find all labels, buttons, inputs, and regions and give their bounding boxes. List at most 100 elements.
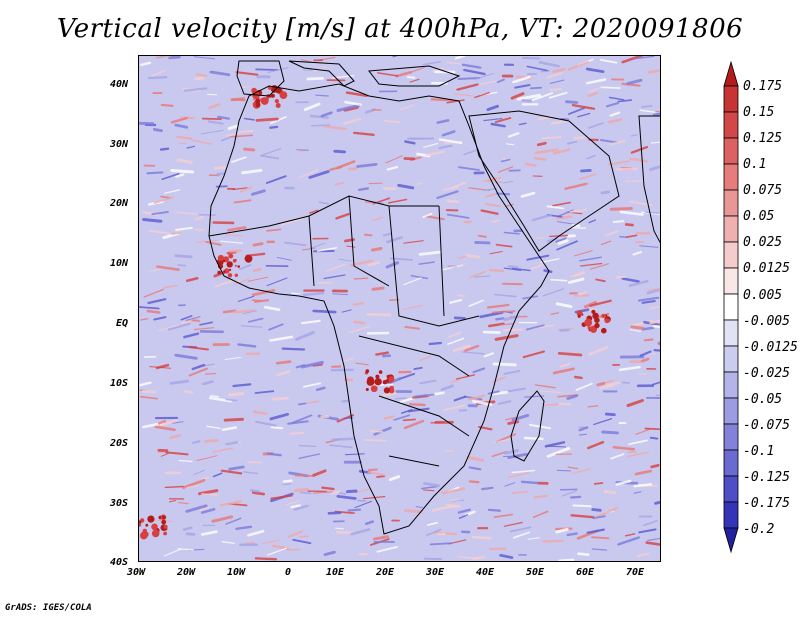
vertical-velocity-field — [139, 56, 660, 561]
field-streak — [456, 556, 479, 560]
field-streak — [291, 292, 301, 295]
field-streak — [200, 530, 218, 536]
field-streak — [567, 466, 579, 470]
field-streak — [615, 275, 626, 279]
field-streak — [281, 218, 303, 226]
field-streak — [531, 92, 554, 101]
field-streak — [457, 294, 466, 297]
field-streak — [389, 257, 414, 261]
field-streak — [250, 189, 266, 196]
field-streak — [363, 495, 386, 500]
field-streak — [403, 277, 422, 286]
field-streak — [529, 86, 543, 90]
field-streak — [270, 426, 284, 430]
field-streak — [637, 296, 660, 302]
strong-ascent-spot — [255, 98, 261, 104]
field-streak — [495, 243, 513, 248]
field-streak — [495, 317, 505, 321]
colorbar-label: 0.005 — [743, 288, 783, 303]
field-streak — [323, 274, 346, 280]
field-streak — [269, 335, 294, 342]
field-streak — [211, 515, 234, 523]
field-streak — [182, 478, 206, 490]
field-streak — [345, 91, 368, 98]
field-streak — [447, 331, 462, 338]
field-streak — [315, 94, 329, 97]
field-streak — [303, 102, 321, 111]
field-streak — [607, 160, 631, 166]
field-streak — [640, 105, 653, 108]
field-streak — [176, 158, 193, 164]
field-streak — [287, 530, 304, 539]
strong-ascent-spot — [161, 519, 167, 525]
field-streak — [315, 386, 326, 391]
field-streak — [194, 76, 205, 81]
field-streak — [252, 268, 262, 272]
field-streak — [426, 521, 438, 526]
field-streak — [198, 489, 219, 496]
field-streak — [205, 241, 222, 246]
field-streak — [431, 67, 444, 72]
field-streak — [586, 528, 605, 534]
field-streak — [577, 112, 591, 118]
field-streak — [458, 255, 466, 260]
field-streak — [263, 305, 281, 311]
field-streak — [556, 469, 572, 472]
field-streak — [367, 471, 386, 477]
field-streak — [543, 269, 553, 274]
field-streak — [141, 389, 156, 394]
field-streak — [252, 288, 276, 297]
field-streak — [601, 430, 619, 435]
field-streak — [635, 428, 651, 435]
field-streak — [496, 78, 505, 84]
field-streak — [320, 111, 333, 118]
field-streak — [647, 68, 660, 74]
field-streak — [293, 504, 309, 511]
field-streak — [639, 109, 656, 113]
field-streak — [511, 267, 531, 272]
field-streak — [168, 56, 181, 60]
field-streak — [572, 504, 592, 508]
field-streak — [335, 527, 344, 530]
field-streak — [539, 390, 562, 394]
field-streak — [608, 139, 626, 146]
field-streak — [555, 215, 573, 220]
field-streak — [371, 286, 385, 291]
field-streak — [643, 519, 658, 527]
field-streak — [255, 117, 279, 122]
strong-ascent-spot — [265, 97, 269, 101]
field-streak — [633, 483, 653, 488]
field-streak — [336, 494, 357, 500]
field-streak — [352, 320, 366, 325]
field-streak — [214, 280, 233, 288]
field-streak — [503, 370, 521, 375]
field-streak — [239, 186, 253, 193]
strong-ascent-spot — [147, 515, 155, 523]
field-streak — [649, 165, 660, 171]
colorbar-swatch — [723, 423, 739, 451]
field-streak — [364, 520, 375, 526]
field-streak — [301, 319, 321, 325]
colorbar-label: 0.05 — [743, 209, 775, 224]
field-streak — [407, 407, 430, 413]
field-streak — [147, 298, 167, 305]
field-streak — [169, 379, 189, 385]
field-streak — [464, 344, 480, 352]
strong-ascent-spot — [374, 378, 382, 386]
field-streak — [472, 399, 493, 406]
colorbar-swatch — [723, 215, 739, 243]
colorbar-swatch — [723, 293, 739, 321]
field-streak — [617, 99, 633, 103]
field-streak — [354, 488, 372, 494]
strong-ascent-spot — [275, 103, 281, 108]
field-streak — [593, 482, 604, 485]
field-streak — [446, 199, 460, 203]
field-streak — [195, 73, 208, 78]
strong-ascent-spot — [145, 523, 149, 527]
field-streak — [641, 300, 656, 304]
field-streak — [383, 391, 397, 397]
field-streak — [494, 334, 519, 341]
field-streak — [485, 193, 496, 198]
lon-label-70e: 70E — [626, 567, 645, 578]
field-streak — [418, 250, 443, 256]
